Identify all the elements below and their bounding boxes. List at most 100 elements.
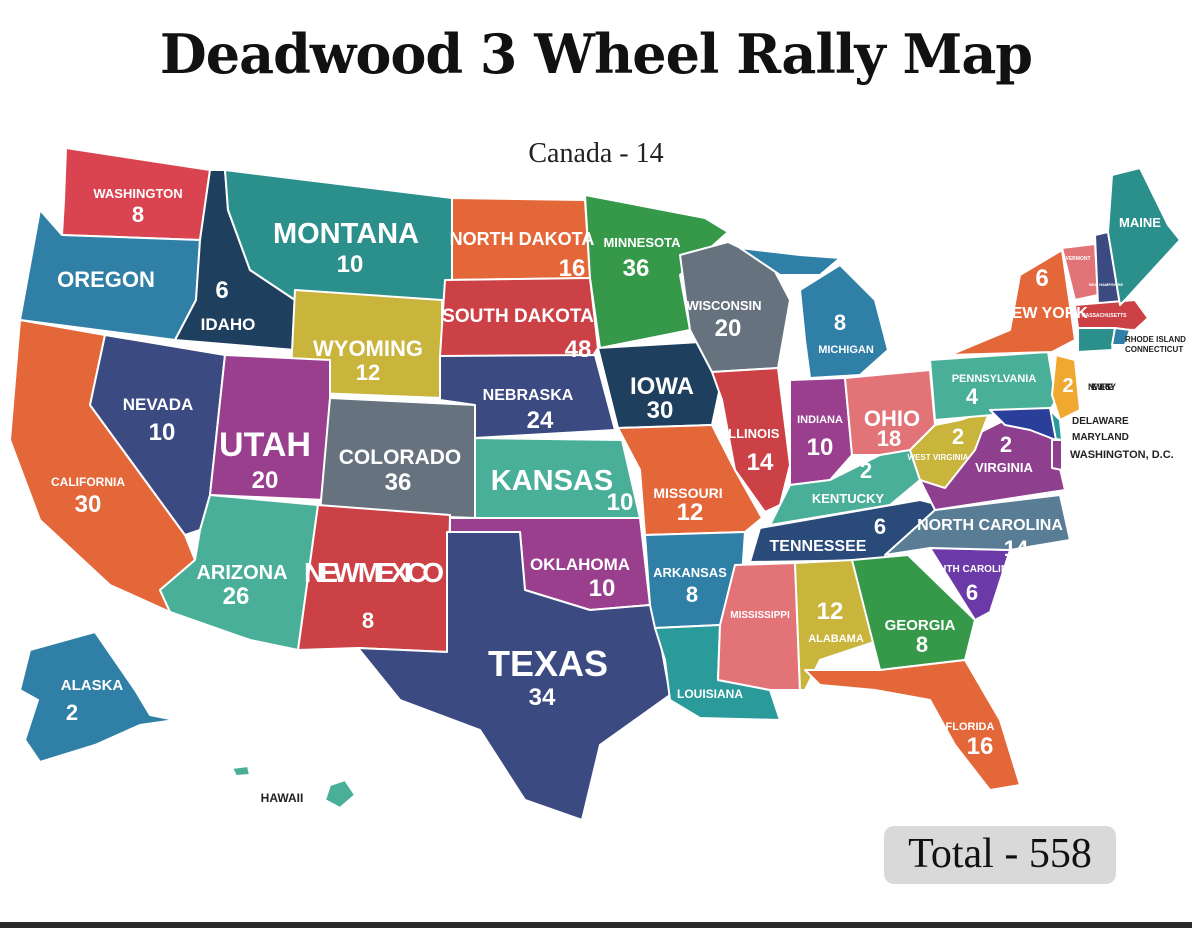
state-west-virginia — [909, 409, 991, 489]
label-montana: MONTANA — [273, 218, 419, 250]
count-north-dakota: 16 — [559, 255, 586, 282]
label-tennessee: TENNESSEE — [770, 538, 867, 555]
label-virginia: VIRGINIA — [975, 460, 1033, 475]
count-alaska: 2 — [66, 700, 78, 725]
count-kentucky: 2 — [860, 458, 872, 483]
count-new-jersey: 2 — [1062, 375, 1073, 397]
count-washington: 8 — [132, 202, 144, 227]
label-texas: TEXAS — [488, 643, 608, 684]
count-tennessee: 6 — [874, 514, 886, 539]
label-iowa: IOWA — [630, 373, 694, 400]
label-indiana: INDIANA — [797, 414, 843, 426]
bottom-edge — [0, 922, 1192, 928]
label-louisiana: LOUISIANA — [677, 687, 743, 701]
state-illinois — [711, 367, 791, 513]
state-south-dakota — [439, 277, 599, 361]
count-utah: 20 — [252, 467, 279, 494]
total-box: Total - 558 — [884, 826, 1116, 884]
label-florida: FLORIDA — [946, 721, 995, 733]
count-virginia: 2 — [1000, 432, 1012, 457]
label-alabama: ALABAMA — [808, 633, 864, 645]
label-alaska: ALASKA — [61, 677, 124, 694]
count-california: 30 — [75, 491, 102, 518]
state-washington-dc — [1051, 439, 1063, 471]
count-oklahoma: 10 — [589, 575, 616, 602]
label-oregon: OREGON — [57, 267, 155, 292]
state-maryland — [989, 407, 1057, 441]
count-ohio: 18 — [877, 426, 901, 451]
state-michigan — [799, 264, 889, 379]
state-michigan-up — [739, 247, 841, 276]
label-oklahoma: OKLAHOMA — [530, 555, 630, 574]
count-north-carolina: 14 — [1004, 536, 1029, 561]
label-maryland: MARYLAND — [1072, 432, 1129, 443]
state-florida — [804, 659, 1021, 791]
label-illinois: ILLINOIS — [725, 426, 780, 441]
state-wisconsin — [679, 241, 791, 373]
label-west-virginia: WEST VIRGINIA — [908, 453, 969, 462]
label-wyoming: WYOMING — [313, 336, 423, 361]
state-hawaii-islands — [231, 765, 251, 777]
label-utah: UTAH — [219, 426, 311, 464]
label-massachusetts: MASSACHUSETTS — [1081, 313, 1127, 319]
count-texas: 34 — [529, 684, 556, 711]
label-new-york: NEW YORK — [1000, 305, 1088, 322]
count-kansas: 10 — [607, 489, 634, 516]
label-new-hampshire: NEW HAMPSHIRE — [1089, 282, 1124, 287]
label-rhode-island: RHODE ISLAND — [1125, 335, 1186, 344]
label-missouri: MISSOURI — [653, 485, 722, 501]
label-arizona: ARIZONA — [196, 562, 287, 584]
count-arkansas: 8 — [686, 582, 698, 607]
state-new-jersey — [1051, 354, 1081, 421]
state-rhode-island — [1111, 327, 1131, 346]
label-kentucky: KENTUCKY — [812, 491, 885, 506]
count-wisconsin: 20 — [715, 315, 742, 342]
count-minnesota: 36 — [623, 255, 650, 282]
count-west-virginia: 2 — [952, 424, 964, 449]
label-ohio: OHIO — [864, 406, 920, 431]
state-missouri — [617, 424, 763, 536]
label-georgia: GEORGIA — [885, 617, 956, 634]
label-new-jersey: NEW JERSEY — [1088, 382, 1116, 392]
count-colorado: 36 — [385, 469, 412, 496]
count-arizona: 26 — [223, 583, 250, 610]
label-new-mexico: NEW MEXICO — [304, 557, 444, 588]
count-nebraska: 24 — [527, 407, 554, 434]
state-new-york — [949, 249, 1076, 356]
state-connecticut — [1077, 327, 1116, 353]
count-new-york: 6 — [1035, 265, 1048, 292]
label-washington: WASHINGTON — [93, 186, 182, 201]
state-maine — [1107, 167, 1181, 306]
count-nevada: 10 — [149, 419, 176, 446]
count-south-carolina: 6 — [966, 580, 978, 605]
label-california: CALIFORNIA — [51, 475, 125, 489]
label-maine: MAINE — [1119, 215, 1161, 230]
total-count: Total - 558 — [908, 831, 1092, 877]
state-minnesota — [584, 194, 729, 349]
label-north-carolina: NORTH CAROLINA — [917, 517, 1063, 534]
label-nebraska: NEBRASKA — [483, 387, 574, 404]
label-michigan: MICHIGAN — [818, 344, 874, 356]
count-indiana: 10 — [807, 434, 834, 461]
canada-count: Canada - 14 — [528, 138, 664, 169]
label-south-carolina: SOUTH CAROLINA — [925, 564, 1016, 575]
label-connecticut: CONNECTICUT — [1125, 345, 1183, 354]
label-kansas: KANSAS — [491, 465, 613, 497]
count-idaho: 6 — [215, 277, 228, 304]
label-minnesota: MINNESOTA — [603, 235, 681, 250]
count-michigan: 8 — [834, 310, 846, 335]
label-wisconsin: WISCONSIN — [686, 298, 761, 313]
label-hawaii: HAWAII — [261, 791, 304, 805]
count-montana: 10 — [337, 251, 364, 278]
label-washington-dc: WASHINGTON, D.C. — [1070, 449, 1174, 461]
label-south-dakota: SOUTH DAKOTA — [442, 306, 594, 327]
count-alabama: 12 — [817, 598, 844, 625]
state-georgia — [851, 554, 976, 671]
count-new-mexico: 8 — [362, 608, 374, 633]
label-nevada: NEVADA — [123, 395, 194, 414]
label-vermont: VERMONT — [1066, 256, 1091, 262]
label-delaware: DELAWARE — [1072, 416, 1129, 427]
count-florida: 16 — [967, 733, 994, 760]
label-colorado: COLORADO — [339, 446, 462, 469]
